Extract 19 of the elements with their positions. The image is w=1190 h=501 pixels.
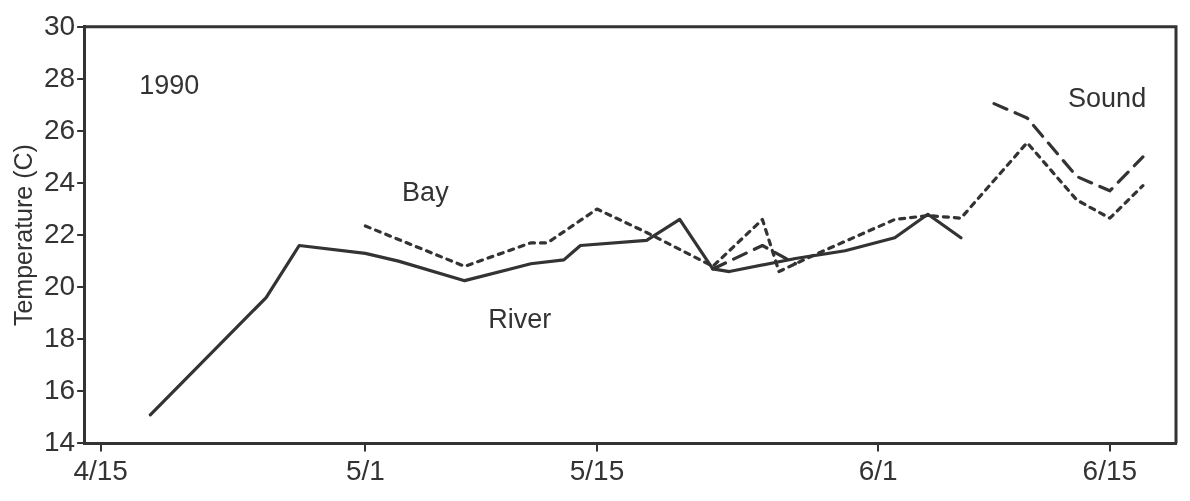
y-tick-label: 16 [43, 374, 76, 406]
x-tick-label: 5/1 [345, 454, 385, 486]
y-tick-label: 24 [43, 165, 76, 197]
y-tick-label: 18 [43, 321, 76, 353]
annotation: 1990 [139, 70, 200, 101]
y-axis-title: Temperature (C) [8, 144, 37, 327]
x-tick-label: 6/15 [1082, 454, 1138, 486]
y-tick-label: 14 [43, 426, 76, 458]
x-tick-label: 5/15 [569, 454, 625, 486]
series-label: Bay [402, 177, 450, 208]
y-tick-label: 30 [43, 9, 76, 41]
series-label: River [488, 304, 552, 335]
y-tick-label: 28 [43, 61, 76, 93]
x-tick-label: 6/1 [858, 454, 898, 486]
y-tick-label: 20 [43, 269, 76, 301]
x-tick-label: 4/15 [73, 454, 128, 486]
y-tick-label: 26 [43, 113, 76, 145]
series-label: Sound [1068, 83, 1147, 114]
y-tick-label: 22 [43, 217, 76, 249]
